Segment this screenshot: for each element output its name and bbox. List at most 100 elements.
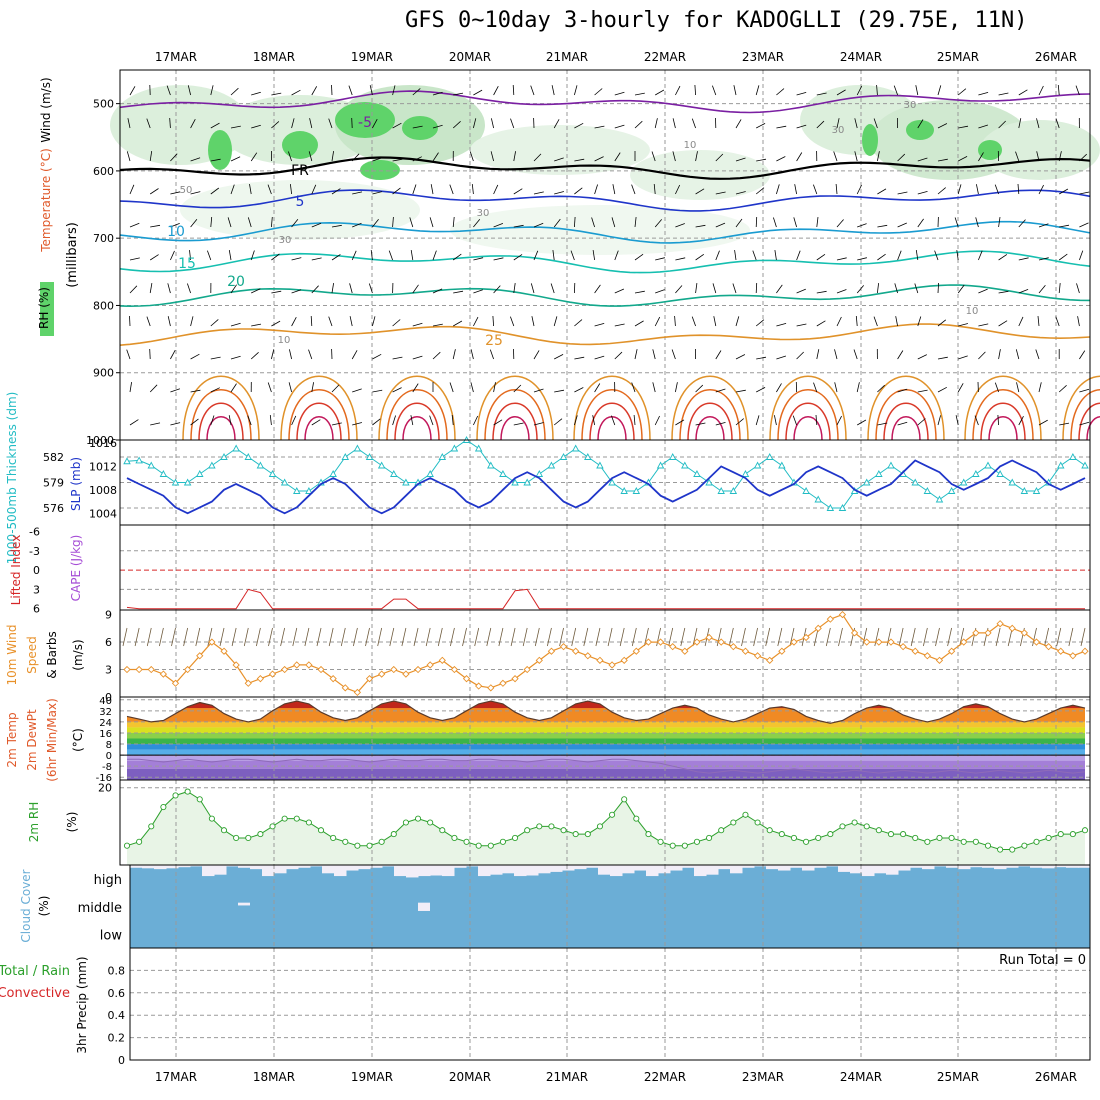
wind-barb — [271, 121, 280, 129]
cloud-high-gap-76 — [1042, 865, 1055, 869]
thickness-point-54 — [778, 461, 786, 469]
wind-barb — [513, 283, 516, 294]
rh2m-point-18 — [342, 838, 349, 845]
wind-barb — [651, 151, 656, 162]
wind-barb — [612, 184, 616, 195]
wind10m-point-2 — [147, 665, 155, 674]
wind10m-barb — [353, 627, 358, 647]
isotherm-5 — [119, 284, 1091, 308]
cloud-high-gap-54 — [778, 865, 791, 871]
surface-isotherm-4-3 — [597, 416, 627, 441]
cloud-high-gap-16 — [322, 865, 335, 874]
thickness-point-46 — [681, 461, 689, 469]
lifted-index-tick-label: -6 — [29, 525, 40, 538]
wind-barb — [210, 122, 220, 129]
cloud-high-gap-68 — [946, 865, 959, 868]
rh-shade-8 — [180, 180, 420, 240]
wind-barb — [836, 118, 840, 129]
cloud-high-gap-59 — [838, 865, 851, 872]
wind10m-point-60 — [850, 629, 859, 637]
wind10m-point-38 — [584, 652, 592, 660]
wind-barb — [816, 320, 826, 327]
wind-barb — [715, 153, 724, 162]
rh2m-point-61 — [863, 823, 870, 830]
thickness-point-52 — [753, 461, 762, 469]
cloud-high-gap-64 — [898, 865, 911, 871]
wind-barb — [372, 191, 383, 195]
wind-barb — [432, 351, 441, 360]
wind-barb — [634, 290, 645, 294]
wind10m-barb — [413, 627, 419, 647]
rh2m-point-2 — [148, 823, 155, 830]
wind-barb — [550, 283, 555, 294]
cloud-high-gap-52 — [754, 865, 767, 867]
wind10m-barb — [256, 627, 261, 647]
wind-barb — [715, 191, 726, 195]
wind-barb — [493, 382, 496, 393]
rh2m-point-35 — [548, 823, 555, 830]
wind-barb — [1058, 151, 1062, 162]
wind-barb — [1016, 382, 1020, 393]
top-date-label: 19MAR — [351, 50, 393, 64]
wind10m-barb — [631, 627, 637, 647]
rh-moist-6 — [906, 120, 934, 140]
wind10m-barb — [692, 627, 698, 647]
rh2m-point-45 — [669, 842, 676, 849]
wind-barb — [672, 118, 676, 129]
wind-barb — [633, 414, 636, 426]
wind-barb — [1079, 350, 1086, 360]
wind-barb — [228, 415, 232, 426]
wind-barb — [453, 290, 464, 294]
wind-barb — [735, 418, 744, 426]
wind-barb — [712, 85, 717, 96]
wind-barb — [937, 187, 946, 195]
wind-barb — [877, 384, 885, 393]
wind-barb — [412, 284, 419, 294]
wind-barb — [129, 382, 132, 393]
wind-barb — [412, 125, 423, 129]
wind-barb — [978, 92, 989, 96]
wind-barb — [291, 118, 295, 129]
wind-barb — [493, 419, 503, 426]
wind-barb — [756, 158, 767, 162]
wind10m-point-25 — [426, 661, 434, 669]
wind-barb — [513, 254, 523, 261]
wind-barb — [553, 119, 560, 129]
top-date-label: 25MAR — [937, 50, 979, 64]
wind-barb — [331, 224, 342, 228]
wind-barb — [311, 382, 314, 393]
rh2m-point-21 — [378, 838, 385, 845]
pressure-tick-label: 700 — [93, 232, 114, 245]
cloud-high-gap-61 — [862, 865, 875, 877]
wind-barb — [733, 85, 737, 96]
wind-barb — [513, 422, 524, 426]
thickness-point-14 — [293, 487, 301, 494]
cloud-high-gap-48 — [706, 865, 719, 875]
wind10m-axis-label-d: (m/s) — [71, 639, 85, 670]
wind-barb — [271, 253, 280, 261]
rh-contour-label: 10 — [966, 306, 979, 317]
precip-legend-total: Total / Rain — [0, 964, 70, 979]
cloud-high-gap-13 — [286, 865, 299, 870]
wind-barb — [998, 349, 1001, 360]
wind10m-point-76 — [1044, 642, 1053, 651]
wind10m-point-43 — [644, 638, 653, 646]
wind-barb — [956, 250, 959, 261]
thickness-point-36 — [559, 453, 568, 460]
thickness-point-77 — [1056, 461, 1065, 469]
rh2m-point-10 — [245, 834, 252, 842]
cloud-high-gap-60 — [850, 865, 863, 874]
wind10m-point-28 — [462, 675, 471, 683]
wind-barb — [917, 316, 922, 327]
wind-barb — [328, 316, 333, 327]
cloud-high-gap-70 — [970, 865, 983, 868]
wind-barb — [452, 121, 461, 129]
surface-isotherm-4-2 — [589, 402, 635, 441]
wind-barb — [976, 184, 979, 195]
wind-barb — [897, 222, 907, 228]
wind-barb — [594, 125, 605, 129]
wind-barb — [470, 349, 474, 360]
wind-barb — [1015, 349, 1020, 360]
wind-barb — [1075, 85, 1080, 96]
wind-barb — [288, 382, 292, 393]
